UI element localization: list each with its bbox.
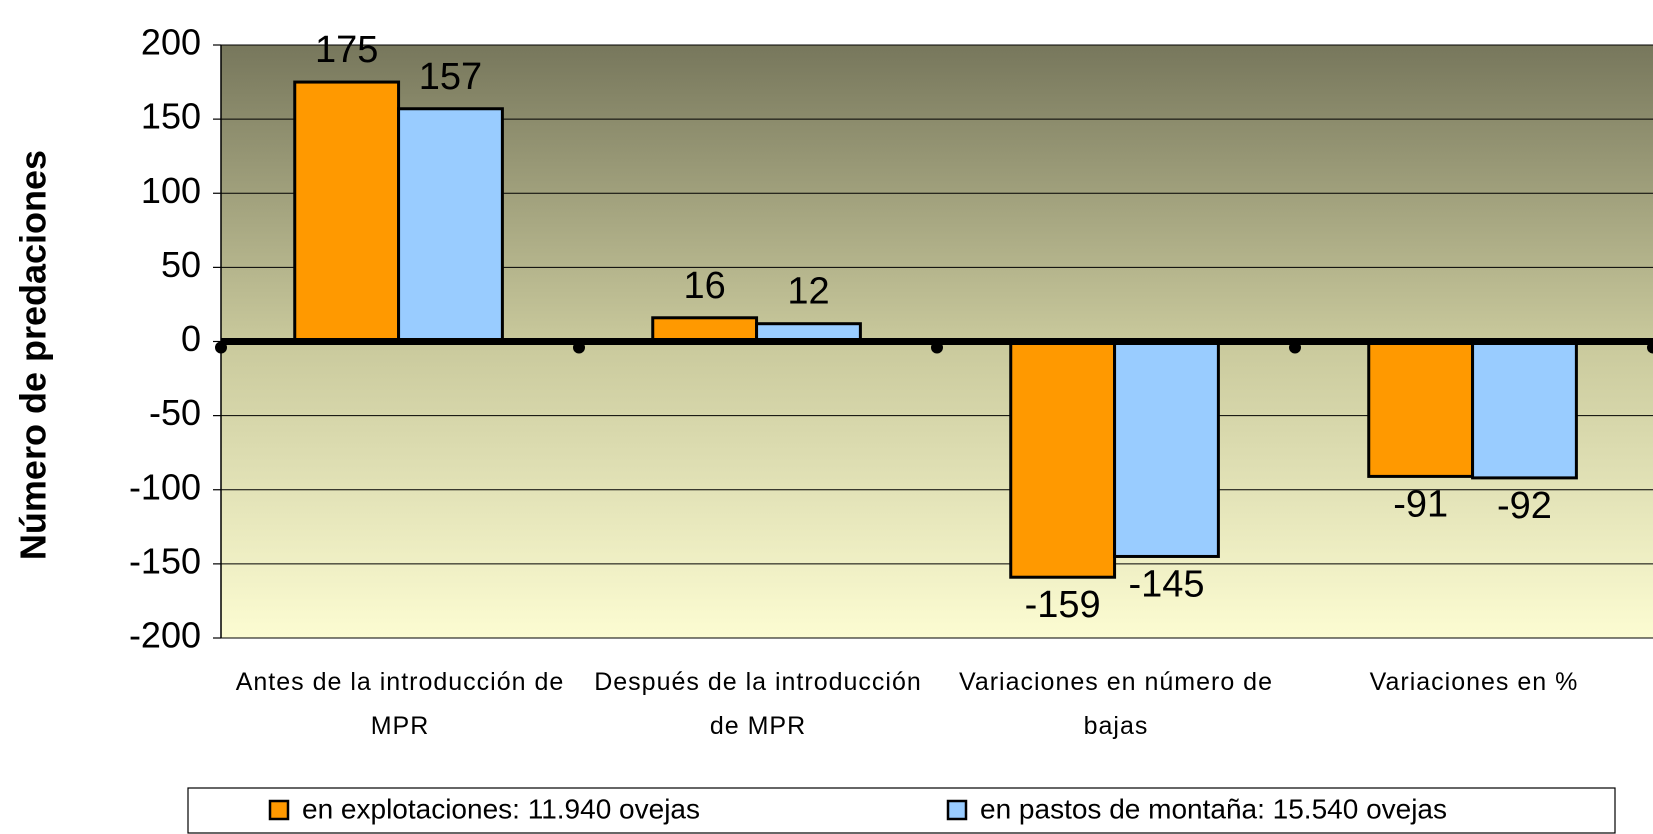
bar <box>1009 340 1117 579</box>
bar <box>397 107 504 343</box>
legend-label: en explotaciones: 11.940 ovejas <box>302 793 700 824</box>
data-label: 157 <box>419 56 482 98</box>
y-axis-title: Número de predaciones <box>13 150 54 560</box>
x-tick-label: Variaciones en número de bajas <box>959 668 1273 740</box>
data-label: 16 <box>684 265 726 307</box>
data-label: -145 <box>1128 563 1204 605</box>
y-tick-label: -200 <box>129 615 201 656</box>
y-tick-label: 0 <box>181 318 201 359</box>
x-tick-label: Variaciones en % <box>1369 668 1579 696</box>
legend-label: en pastos de montaña: 15.540 ovejas <box>980 793 1447 824</box>
bar <box>293 80 401 343</box>
x-tick-label: Después de la introducción de MPR <box>594 668 922 740</box>
y-tick-label: 50 <box>161 244 201 285</box>
legend <box>187 787 1616 834</box>
axis-marker <box>1289 341 1301 354</box>
y-tick-label: 200 <box>141 22 201 63</box>
bar <box>651 316 759 343</box>
axis-marker <box>931 341 943 354</box>
bar <box>1113 340 1220 558</box>
y-tick-label: 150 <box>141 96 201 137</box>
bar <box>1367 340 1475 478</box>
legend-swatch <box>946 799 968 821</box>
y-tick-label: -100 <box>129 466 201 507</box>
data-label: 175 <box>315 29 378 71</box>
y-tick-label: -150 <box>129 540 201 581</box>
y-tick-label: -50 <box>149 392 201 433</box>
axis-marker <box>215 341 227 354</box>
y-tick-label: 100 <box>141 170 201 211</box>
axis-marker <box>1647 341 1653 354</box>
data-label: -159 <box>1025 584 1101 626</box>
axis-marker <box>573 341 585 354</box>
x-tick-label: Antes de la introducción de MPR <box>235 668 565 740</box>
data-label: -92 <box>1497 485 1552 527</box>
legend-swatch <box>268 799 290 821</box>
data-label: 12 <box>787 271 829 313</box>
bar <box>1471 340 1578 480</box>
data-label: -91 <box>1393 483 1448 525</box>
